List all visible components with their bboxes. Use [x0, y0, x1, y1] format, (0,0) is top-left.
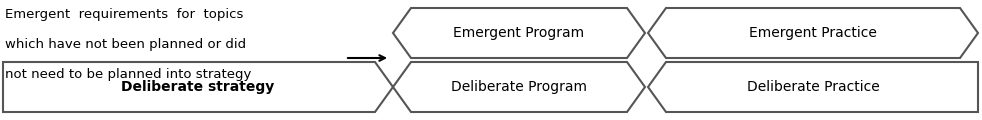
Text: Emergent Program: Emergent Program — [454, 26, 584, 40]
Polygon shape — [648, 8, 978, 58]
Text: Emergent Practice: Emergent Practice — [749, 26, 877, 40]
Polygon shape — [393, 62, 645, 112]
Text: Deliberate Program: Deliberate Program — [451, 80, 587, 94]
Text: Emergent  requirements  for  topics: Emergent requirements for topics — [5, 8, 244, 21]
Polygon shape — [648, 62, 978, 112]
Polygon shape — [393, 8, 645, 58]
Polygon shape — [3, 62, 393, 112]
Text: which have not been planned or did: which have not been planned or did — [5, 38, 246, 51]
Text: Deliberate strategy: Deliberate strategy — [122, 80, 275, 94]
Text: Deliberate Practice: Deliberate Practice — [746, 80, 879, 94]
Text: not need to be planned into strategy: not need to be planned into strategy — [5, 68, 251, 81]
